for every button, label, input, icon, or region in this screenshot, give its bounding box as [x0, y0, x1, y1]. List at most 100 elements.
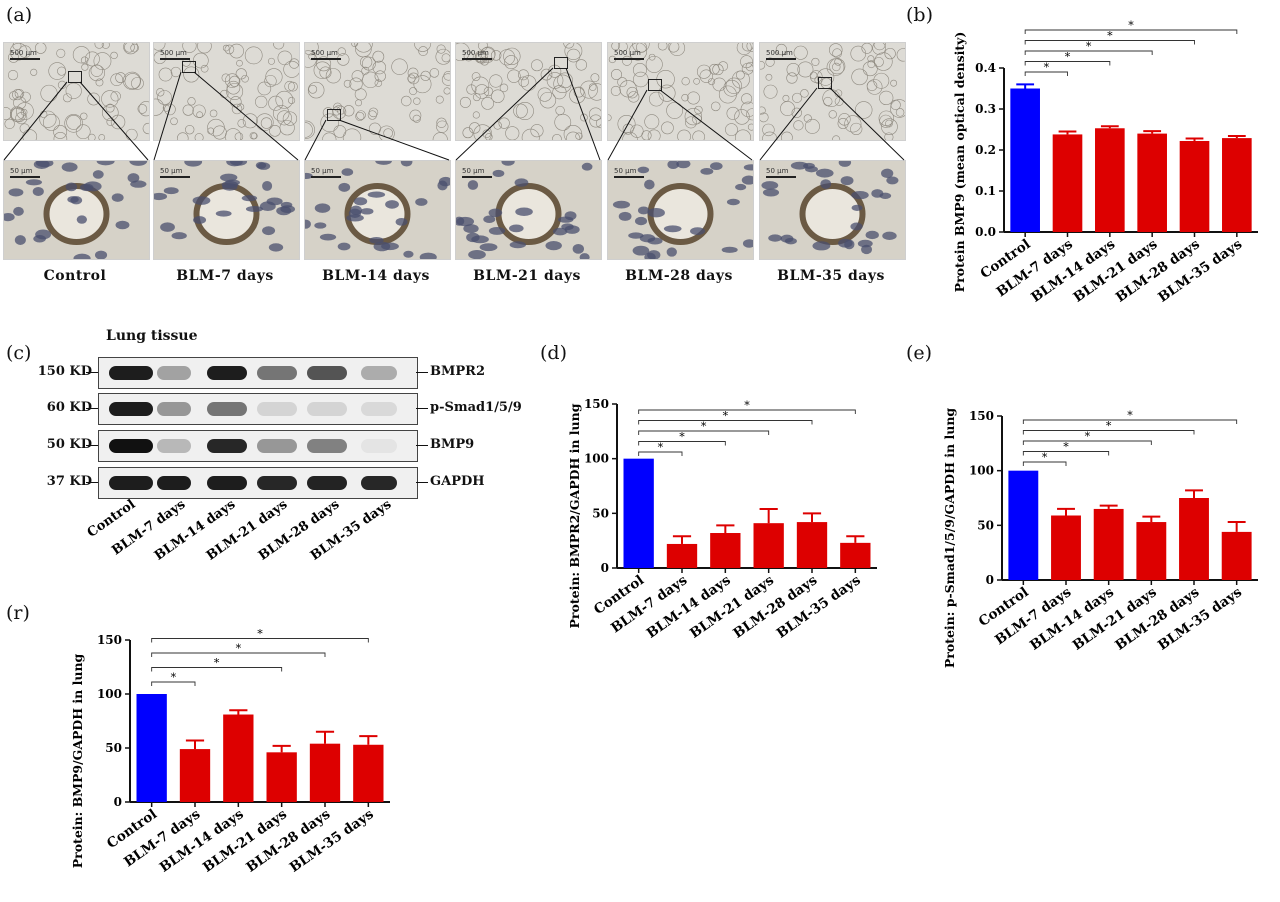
panel-d-label: (d)	[540, 342, 567, 364]
blot-band	[361, 402, 397, 416]
blot-strip	[98, 393, 418, 425]
bar	[840, 542, 871, 568]
blot-band	[257, 439, 297, 453]
significance-star: *	[1065, 51, 1071, 64]
chart-r: Protein: BMP9/GAPDH in lung 050100150Cont…	[70, 628, 390, 876]
significance-bracket	[638, 409, 856, 414]
protein-label: BMPR2	[430, 364, 486, 379]
molecular-weight-label: 60 KD	[46, 400, 92, 415]
significance-bracket	[1024, 71, 1068, 76]
blot-band	[257, 476, 297, 490]
bar	[1093, 508, 1124, 580]
significance-star: *	[1042, 451, 1048, 464]
bar	[1008, 470, 1039, 580]
blot-band	[361, 366, 397, 380]
protein-label: BMP9	[430, 437, 475, 452]
bar	[796, 522, 828, 568]
y-tick-label: 150	[584, 397, 609, 411]
blot-band	[361, 476, 397, 490]
zoom-region-box	[554, 57, 568, 69]
bar	[353, 744, 384, 802]
zoom-region-box	[68, 71, 82, 83]
significance-star: *	[701, 420, 707, 433]
significance-bracket	[151, 681, 196, 686]
y-tick-label: 50	[105, 741, 122, 755]
highmag-image: 50 μm	[3, 160, 150, 260]
significance-star: *	[723, 410, 729, 423]
significance-bracket	[1024, 40, 1195, 45]
panel-r-label: (r)	[6, 602, 30, 624]
bar	[179, 749, 211, 802]
scale-bar: 500 μm	[160, 49, 190, 60]
y-tick-label: 50	[592, 506, 609, 520]
scale-bar: 50 μm	[311, 167, 341, 178]
significance-star: *	[257, 628, 263, 641]
panel-e-label: (e)	[906, 342, 933, 364]
scale-bar: 50 μm	[160, 167, 190, 178]
bar	[666, 543, 698, 568]
scale-bar: 50 μm	[462, 167, 492, 178]
bar	[1179, 498, 1209, 580]
blot-band	[307, 366, 347, 380]
y-axis-label: Protein: BMP9/GAPDH in lung	[70, 653, 85, 868]
significance-bracket	[151, 667, 283, 672]
molecular-weight-label: 50 KD	[46, 437, 92, 452]
highmag-image: 50 μm	[304, 160, 451, 260]
significance-bracket	[1022, 430, 1195, 435]
blot-band	[157, 402, 191, 416]
blot-title: Lung tissue	[106, 328, 198, 344]
zoom-connector	[607, 89, 753, 161]
y-tick-label: 150	[97, 633, 122, 647]
bar	[1137, 133, 1167, 232]
significance-bracket	[638, 441, 726, 446]
y-tick-label: 100	[584, 452, 609, 466]
significance-star: *	[1106, 420, 1112, 433]
zoom-connector	[759, 87, 905, 161]
significance-bracket	[638, 420, 813, 425]
zoom-connector	[153, 71, 299, 161]
y-tick-label: 0	[986, 573, 994, 587]
y-tick-label: 0.0	[975, 225, 996, 239]
kd-tick	[86, 372, 98, 373]
panel-c-label: (c)	[6, 342, 32, 364]
group-label: BLM-21 days	[473, 268, 581, 284]
blot-band	[157, 476, 191, 490]
y-tick-label: 100	[969, 464, 994, 478]
zoom-region-box	[327, 109, 341, 121]
y-tick-label: 100	[97, 687, 122, 701]
significance-bracket	[1024, 29, 1238, 34]
bar	[623, 458, 654, 568]
bar	[1051, 515, 1081, 580]
highmag-image: 50 μm	[153, 160, 300, 260]
blot-band	[257, 402, 297, 416]
blot-band	[109, 439, 153, 453]
molecular-weight-label: 150 KD	[37, 364, 92, 379]
blot-band	[307, 439, 347, 453]
protein-label: GAPDH	[430, 474, 485, 489]
scale-bar: 500 μm	[766, 49, 796, 60]
group-label: BLM-35 days	[777, 268, 885, 284]
y-tick-label: 0	[114, 795, 122, 809]
scale-bar: 50 μm	[614, 167, 644, 178]
y-tick-label: 0.1	[975, 184, 996, 198]
blot-band	[109, 476, 153, 490]
blot-strip	[98, 357, 418, 389]
significance-star: *	[1063, 441, 1069, 454]
blot-band	[207, 476, 247, 490]
bar	[1095, 128, 1125, 232]
bar	[266, 752, 297, 802]
zoom-region-box	[818, 77, 832, 89]
significance-star: *	[679, 431, 685, 444]
panel-b-label: (b)	[906, 4, 933, 26]
bar	[1221, 531, 1252, 580]
bar	[1136, 522, 1167, 580]
scale-bar: 50 μm	[10, 167, 40, 178]
kd-tick	[86, 408, 98, 409]
significance-star: *	[1127, 409, 1133, 422]
bar	[1179, 140, 1210, 232]
scale-bar: 500 μm	[614, 49, 644, 60]
blot-band	[307, 402, 347, 416]
significance-star: *	[236, 642, 242, 655]
blot-band	[109, 402, 153, 416]
y-tick-label: 50	[977, 518, 994, 532]
